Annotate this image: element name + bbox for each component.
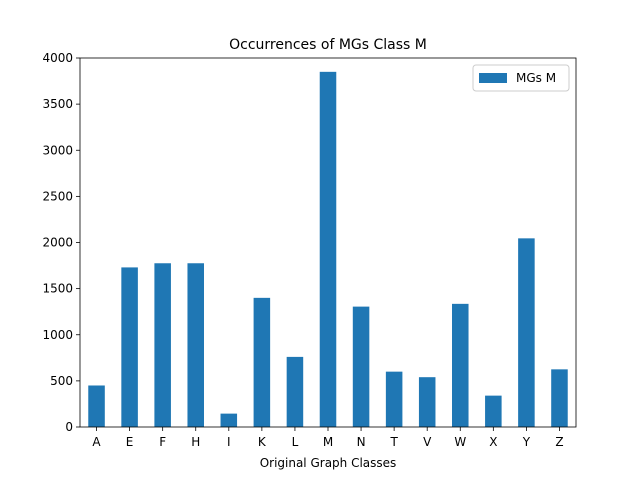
x-tick-label: Y: [522, 435, 531, 449]
x-tick-label: K: [258, 435, 267, 449]
bar-E: [121, 267, 138, 427]
x-tick-label: M: [323, 435, 333, 449]
legend-label: MGs M: [516, 71, 556, 85]
legend-box: [472, 64, 570, 92]
y-tick-label: 3500: [42, 97, 73, 111]
x-tick-label: T: [389, 435, 398, 449]
plot-frame: [79, 57, 577, 428]
bar-W: [452, 303, 469, 427]
bar-N: [352, 306, 370, 427]
y-tick-label: 3000: [42, 143, 73, 157]
legend: MGs M: [472, 64, 570, 92]
x-axis-label: Original Graph Classes: [260, 456, 397, 470]
y-tick-label: 500: [50, 374, 73, 388]
x-tick-label: I: [227, 435, 231, 449]
bars: [79, 57, 577, 428]
x-tick-label: V: [423, 435, 432, 449]
bar-K: [253, 297, 271, 427]
bar-Z: [551, 369, 568, 427]
bar-I: [220, 413, 238, 427]
x-tick-label: N: [357, 435, 366, 449]
bar-M: [319, 71, 337, 428]
y-tick-label: 0: [65, 420, 73, 434]
bar-A: [88, 385, 105, 427]
y-tick-label: 4000: [42, 51, 73, 65]
x-tick-label: E: [126, 435, 134, 449]
y-tick-label: 2500: [42, 189, 73, 203]
bar-F: [154, 263, 171, 427]
y-tick-label: 2000: [42, 236, 73, 250]
x-tick-label: X: [489, 435, 497, 449]
y-tick-label: 1500: [42, 282, 73, 296]
x-tick-label: F: [159, 435, 166, 449]
legend-swatch: [479, 73, 507, 83]
bar-Y: [518, 238, 535, 427]
x-tick-label: H: [191, 435, 200, 449]
bar-V: [418, 377, 436, 427]
y-tick-label: 1000: [42, 328, 73, 342]
y-axis: 0 500 1000 1500 2000 2500 3000 3500 4000: [42, 51, 80, 434]
bar-T: [385, 371, 403, 427]
bar-H: [187, 263, 204, 427]
bar-X: [485, 395, 502, 427]
bar-L: [286, 356, 304, 427]
x-tick-label: A: [92, 435, 101, 449]
x-tick-label: Z: [555, 435, 563, 449]
x-tick-label: L: [292, 435, 299, 449]
x-tick-label: W: [454, 435, 466, 449]
chart-title: Occurrences of MGs Class M: [229, 37, 427, 53]
